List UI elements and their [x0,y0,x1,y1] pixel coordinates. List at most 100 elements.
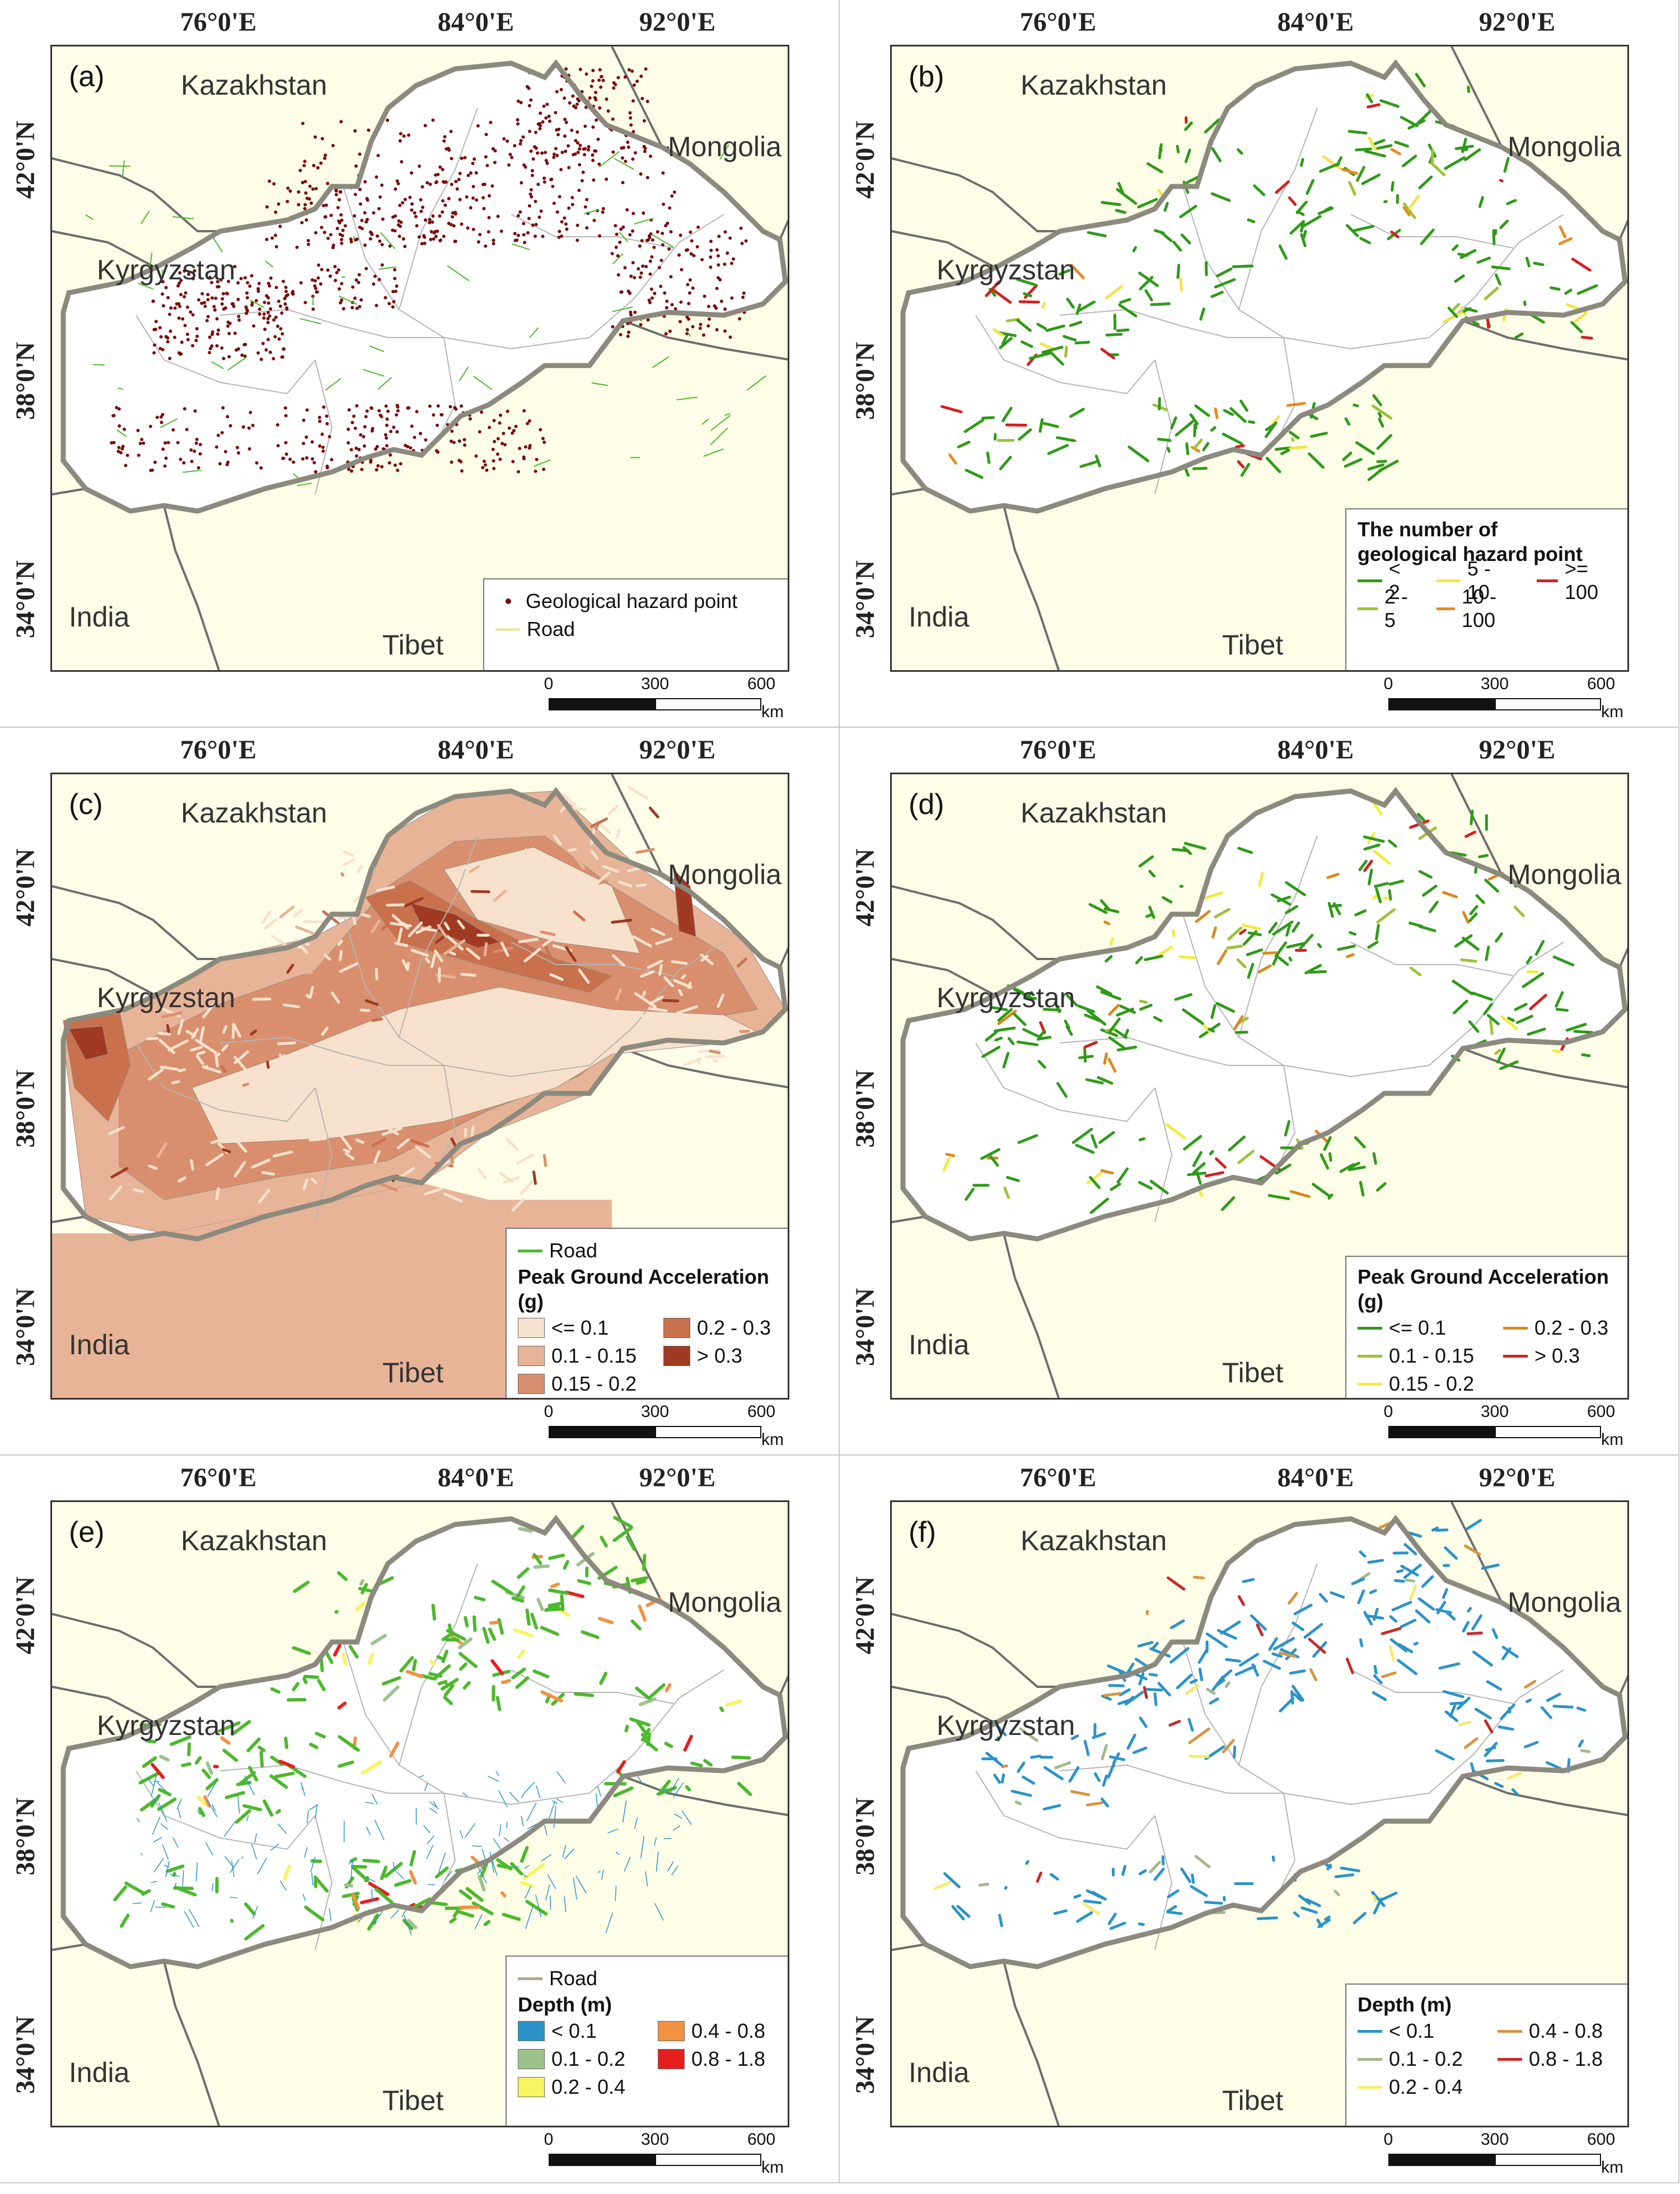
admin-boundary [315,1815,333,1950]
hazard-point [522,455,526,459]
hazard-point [513,144,517,148]
country-label-kyrgyzstan: Kyrgyzstan [937,254,1075,286]
admin-boundary [589,214,724,338]
legend-item: 0.4 - 0.8 [1498,2017,1618,2045]
legend-label: < 0.1 [551,2019,597,2042]
hazard-point [726,251,729,255]
hazard-point [650,296,654,300]
river-segment [279,1880,287,1891]
road-segment [1580,335,1593,340]
hazard-point [628,233,632,237]
map-frame: (c) Kazakhstan Mongolia Kyrgyzstan India Tibe… [50,773,789,1400]
hazard-point [664,332,668,336]
scale-bar: 0 300 600 km [544,2130,784,2181]
hazard-point [611,325,615,329]
hazard-point [310,278,314,282]
hazard-point [284,289,288,293]
hazard-point [641,264,645,268]
hazard-point [463,156,467,160]
river-segment [254,1833,258,1843]
neighbor-border [1450,774,1503,876]
road-segment [1525,956,1533,965]
legend-label: 0.8 - 1.8 [691,2047,766,2070]
hazard-point [251,423,255,427]
road-segment [452,1909,460,1918]
road-segment [545,871,551,880]
hazard-point [723,230,727,234]
neighbor-border [52,958,156,997]
road-segment [733,1023,741,1036]
road-segment [434,949,443,962]
road-segment [1132,246,1137,252]
hazard-point [611,117,615,121]
road-segment [602,865,619,873]
hazard-point [623,75,627,79]
admin-boundary [1059,308,1284,338]
road-segment [1345,224,1359,237]
road-segment [275,1809,281,1814]
river-segment [212,1804,216,1812]
road-segment [1117,1699,1131,1705]
longitude-label: 92°0'E [639,1463,716,1493]
road-segment [195,1038,217,1054]
hazard-point [384,404,388,408]
hazard-point [302,442,306,446]
hazard-point [323,156,327,160]
hazard-point [668,206,672,210]
hazard-point [528,192,532,196]
country-label-india: India [909,2057,970,2088]
road-segment [1182,1008,1204,1025]
admin-boundary [1238,107,1318,310]
road-segment [306,994,311,999]
map-panel: 76°0'E 84°0'E 92°0'E 42°0'N 38°0'N 34°0'N (b) K… [840,0,1679,728]
river-segment [645,1871,648,1887]
river-segment [509,1791,520,1803]
road-segment [158,1038,175,1054]
road-segment [1138,1181,1153,1190]
hazard-point [629,116,633,120]
road-segment [1237,148,1243,155]
hazard-point [288,189,292,193]
longitude-label: 76°0'E [1019,7,1097,37]
hazard-point [320,137,324,141]
river-segment [315,1804,318,1819]
legend-label: > 0.3 [697,1344,743,1367]
country-label-kyrgyzstan: Kyrgyzstan [97,1710,236,1741]
neighbor-border [892,1943,926,1951]
hazard-point [120,447,124,451]
hazard-point [688,278,692,282]
legend-item: > 0.3 [1503,1342,1618,1370]
hazard-point [112,414,116,418]
road-segment [671,960,688,965]
road-segment [951,1905,965,1921]
hazard-point [591,79,595,83]
hazard-point [421,205,424,209]
road-segment [1023,292,1032,297]
road-segment [397,927,403,943]
road-segment [1274,446,1291,451]
hazard-point [549,177,553,181]
road-segment [478,1875,486,1892]
road-segment [1298,1894,1311,1905]
hazard-point [629,123,633,127]
road-segment [420,1674,435,1681]
river-segment [654,1903,664,1921]
road-segment [630,1619,642,1631]
hazard-point [458,198,462,202]
hazard-point [297,203,301,207]
road-segment [1456,1696,1471,1710]
road-segment [943,1872,961,1888]
scale-tick-label: 300 [1480,2130,1509,2149]
hazard-point [214,445,218,449]
latitude-label: 42°0'N [850,848,880,927]
hazard-point [282,347,286,351]
river-segment [556,1771,567,1784]
road-segment [1359,1638,1364,1648]
hazard-point [265,237,269,241]
road-segment [1373,849,1391,866]
road-segment [283,1003,300,1008]
road-segment [631,935,652,948]
hazard-point [325,414,329,418]
road-segment [1466,1631,1483,1635]
hazard-point [531,223,535,227]
